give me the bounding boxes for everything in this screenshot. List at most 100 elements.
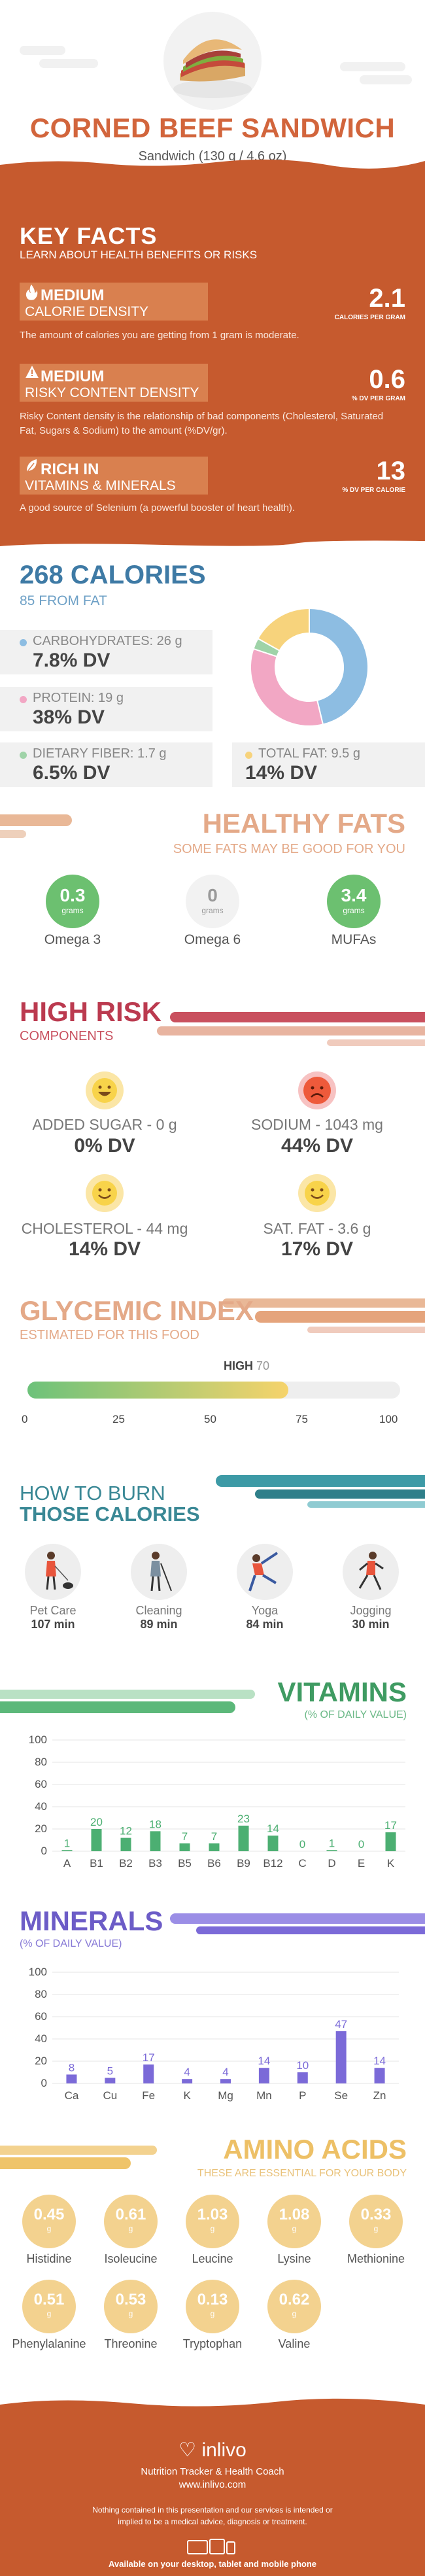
y-tick-label: 0 <box>41 1845 47 1857</box>
bar-value-label: 47 <box>335 2018 347 2030</box>
risk-dv: 44% DV <box>280 1135 354 1157</box>
bar-value-label: 5 <box>107 2065 113 2078</box>
key-facts-title: KEY FACTS <box>20 222 158 249</box>
vitamins-subtitle: (% OF DAILY VALUE) <box>304 1709 407 1720</box>
activity-name: Yoga <box>251 1604 279 1617</box>
y-tick-label: 20 <box>35 1822 47 1835</box>
bar-A <box>61 1850 73 1851</box>
disclaimer: Nothing contained in this presentation a… <box>92 2505 333 2526</box>
bar-value-label: 14 <box>258 2055 270 2067</box>
fact-description: A good source of Selenium (a powerful bo… <box>20 502 296 513</box>
fact-unit: CALORIES PER GRAM <box>334 314 405 321</box>
x-tick-label: Cu <box>103 2089 117 2102</box>
amino-item: 0.62 g Valine <box>252 2280 337 2351</box>
activity-yoga: Yoga 84 min <box>226 1544 304 1631</box>
fat-name: MUFAs <box>331 932 377 947</box>
ribbon-decoration <box>307 1501 425 1508</box>
amino-unit: g <box>46 2224 52 2233</box>
bar-value-label: 14 <box>267 1822 279 1835</box>
bar-Se <box>335 2031 347 2083</box>
macro-carbohydrates: CARBOHYDRATES: 26 g 7.8% DV <box>0 630 212 674</box>
x-tick-label: B2 <box>119 1857 133 1870</box>
x-tick-label: B6 <box>207 1857 221 1870</box>
amino-name: Valine <box>278 2337 311 2350</box>
carbs-dot <box>20 639 27 646</box>
protein-dot <box>20 696 27 703</box>
activity-name: Jogging <box>350 1604 392 1617</box>
amino-subtitle: THESE ARE ESSENTIAL FOR YOUR BODY <box>197 2168 407 2179</box>
brand-url[interactable]: www.inlivo.com <box>178 2479 246 2490</box>
risk-label: CHOLESTEROL - 44 mg <box>21 1220 188 1237</box>
vitamins-section: VITAMINS (% OF DAILY VALUE) 0 20 40 60 80 100… <box>0 1671 425 1894</box>
brand-logo[interactable]: ♡ inlivo <box>0 2439 425 2462</box>
activity-pet-care: Pet Care 107 min <box>14 1544 92 1631</box>
x-tick-label: C <box>298 1857 306 1870</box>
fact-description: Risky Content density is the relationshi… <box>20 411 384 436</box>
x-tick-label: K <box>183 2089 191 2102</box>
smile-face-icon <box>298 1174 336 1212</box>
amino-name: Lysine <box>277 2252 311 2265</box>
amino-value: 0.51 <box>33 2291 65 2308</box>
glycemic-tick: 75 <box>296 1413 308 1425</box>
bar-value-label: 4 <box>184 2066 190 2078</box>
fact-unit: % DV PER CALORIE <box>342 487 405 494</box>
y-tick-label: 40 <box>35 2032 47 2045</box>
activity-time: 84 min <box>246 1618 284 1631</box>
ribbon-decoration <box>0 2157 131 2169</box>
glycemic-bar-fill <box>27 1382 288 1399</box>
bar-value-label: 0 <box>358 1838 364 1851</box>
ribbon-decoration <box>0 830 26 838</box>
minerals-section: MINERALS (% OF DAILY VALUE) 0 20 40 60 80 100… <box>0 1894 425 2126</box>
bar-value-label: 17 <box>143 2051 155 2064</box>
x-tick-label: Se <box>334 2089 348 2102</box>
minerals-title: MINERALS <box>20 1906 163 1936</box>
fat-unit: grams <box>343 906 365 915</box>
risk-label: ADDED SUGAR - 0 g <box>32 1116 177 1133</box>
risk-label: SODIUM - 1043 mg <box>251 1116 383 1133</box>
macro-dv: 6.5% DV <box>33 762 110 784</box>
heart-icon: ♡ <box>178 2439 197 2461</box>
ribbon-decoration <box>327 1039 425 1046</box>
bar-Mg <box>220 2079 231 2083</box>
leaf-icon <box>25 458 38 478</box>
fat-value: 3.4 <box>341 885 367 905</box>
bar-value-label: 1 <box>329 1837 335 1849</box>
macro-donut-chart <box>250 607 369 727</box>
bar-value-label: 7 <box>182 1830 188 1843</box>
x-tick-label: D <box>328 1857 335 1870</box>
glycemic-tick: 25 <box>112 1413 125 1425</box>
macro-label: CARBOHYDRATES: 26 g <box>33 634 182 648</box>
amino-unit: g <box>210 2309 215 2318</box>
ribbon-decoration <box>0 1690 255 1699</box>
bar-value-label: 7 <box>211 1830 217 1843</box>
minerals-subtitle: (% OF DAILY VALUE) <box>20 1938 122 1949</box>
activity-time: 89 min <box>140 1618 178 1631</box>
amino-unit: g <box>128 2309 133 2318</box>
amino-unit: g <box>373 2224 379 2233</box>
activity-time: 107 min <box>31 1618 75 1631</box>
x-tick-label: B3 <box>148 1857 162 1870</box>
bar-Fe <box>143 2064 154 2083</box>
amino-name: Leucine <box>192 2252 233 2265</box>
wave-divider <box>0 533 425 553</box>
ribbon-decoration <box>170 1913 425 1924</box>
amino-value: 0.61 <box>115 2206 146 2223</box>
amino-value: 1.08 <box>279 2206 310 2223</box>
healthy-fats-section: HEALTHY FATS SOME FATS MAY BE GOOD FOR Y… <box>0 801 425 978</box>
cloud-decoration <box>39 59 98 68</box>
amino-item: 1.03 g Leucine <box>170 2195 255 2266</box>
bar-value-label: 14 <box>373 2055 386 2067</box>
cloud-decoration <box>340 62 405 71</box>
x-tick-label: P <box>299 2089 306 2102</box>
bar-value-label: 12 <box>120 1825 132 1837</box>
activity-name: Cleaning <box>135 1604 182 1617</box>
bar-Cu <box>105 2078 116 2083</box>
y-tick-label: 100 <box>29 1966 47 1978</box>
amino-value: 0.33 <box>360 2206 392 2223</box>
amino-name: Methionine <box>347 2252 405 2265</box>
ribbon-decoration <box>307 1327 425 1333</box>
grin-face-icon <box>86 1071 124 1109</box>
cloud-decoration <box>20 46 65 55</box>
bar-B1 <box>91 1829 102 1851</box>
fact-unit: % DV PER GRAM <box>351 395 405 402</box>
